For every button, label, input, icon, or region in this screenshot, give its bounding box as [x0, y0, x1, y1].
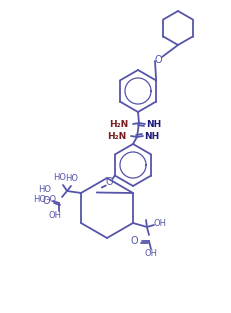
Text: OH: OH: [153, 219, 166, 228]
Text: HO: HO: [38, 184, 51, 193]
Text: HO: HO: [65, 175, 78, 183]
Text: NH: NH: [146, 121, 161, 130]
Text: HO: HO: [53, 173, 66, 182]
Text: H₂N: H₂N: [107, 132, 126, 141]
Text: O: O: [105, 177, 112, 187]
Text: NH: NH: [144, 132, 159, 141]
Text: HO-O: HO-O: [33, 194, 56, 203]
Text: OH: OH: [48, 211, 61, 219]
Text: O: O: [42, 196, 50, 206]
Text: O: O: [130, 236, 137, 246]
Text: OH: OH: [144, 249, 157, 258]
Text: O: O: [154, 55, 161, 65]
Text: H₂N: H₂N: [109, 121, 128, 130]
